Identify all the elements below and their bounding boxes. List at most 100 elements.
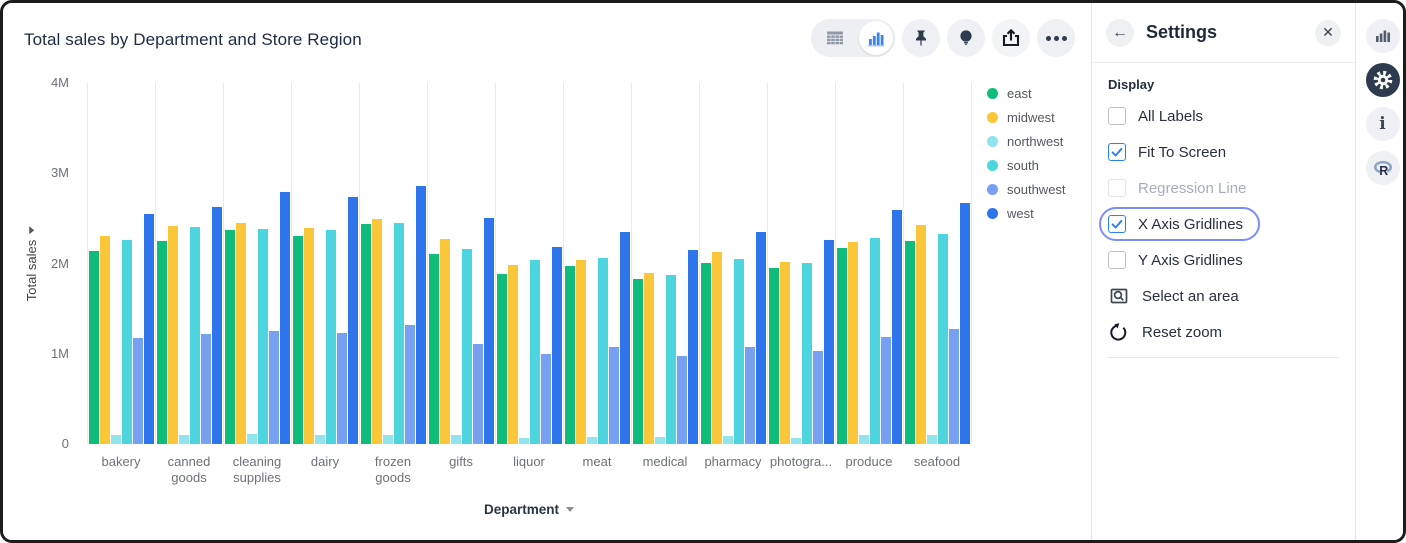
bar-midwest[interactable] (100, 236, 110, 444)
bar-south[interactable] (258, 229, 268, 444)
bar-northwest[interactable] (451, 435, 461, 444)
bar-south[interactable] (394, 223, 404, 444)
bar-midwest[interactable] (916, 225, 926, 444)
bar-southwest[interactable] (133, 338, 143, 444)
bar-midwest[interactable] (780, 262, 790, 444)
bar-west[interactable] (688, 250, 698, 444)
more-options-button[interactable] (1037, 19, 1075, 57)
bar-midwest[interactable] (712, 252, 722, 444)
bar-midwest[interactable] (508, 265, 518, 444)
bar-east[interactable] (225, 230, 235, 444)
bar-midwest[interactable] (304, 228, 314, 444)
legend-item-southwest[interactable]: southwest (987, 177, 1066, 201)
reset-zoom-button[interactable]: Reset zoom (1092, 314, 1355, 350)
bar-east[interactable] (905, 241, 915, 444)
bar-southwest[interactable] (745, 347, 755, 444)
bar-southwest[interactable] (949, 329, 959, 444)
bar-east[interactable] (429, 254, 439, 444)
bar-midwest[interactable] (576, 260, 586, 444)
info-rail-button[interactable]: i (1365, 107, 1400, 141)
close-button[interactable]: ✕ (1315, 19, 1341, 46)
bar-east[interactable] (497, 274, 507, 444)
bar-south[interactable] (190, 227, 200, 444)
bar-southwest[interactable] (337, 333, 347, 444)
bar-southwest[interactable] (269, 331, 279, 444)
chart-view-button[interactable] (859, 21, 893, 55)
bar-south[interactable] (326, 230, 336, 444)
checkbox-fit-to-screen[interactable] (1108, 143, 1126, 161)
bar-east[interactable] (293, 236, 303, 444)
bar-west[interactable] (892, 210, 902, 444)
insights-button[interactable] (947, 19, 985, 57)
bar-south[interactable] (530, 260, 540, 444)
bar-southwest[interactable] (881, 337, 891, 444)
y-axis-title[interactable]: Total sales (17, 83, 47, 444)
bar-west[interactable] (552, 247, 562, 444)
legend-item-east[interactable]: east (987, 81, 1066, 105)
bar-northwest[interactable] (111, 435, 121, 444)
bar-south[interactable] (734, 259, 744, 444)
checkbox-x-axis-gridlines[interactable] (1108, 215, 1126, 233)
bar-west[interactable] (280, 192, 290, 444)
bar-midwest[interactable] (168, 226, 178, 444)
bar-south[interactable] (870, 238, 880, 444)
legend-item-south[interactable]: south (987, 153, 1066, 177)
bar-west[interactable] (620, 232, 630, 444)
export-button[interactable] (992, 19, 1030, 57)
bar-east[interactable] (89, 251, 99, 444)
chart-rail-button[interactable] (1365, 19, 1400, 53)
bar-south[interactable] (462, 249, 472, 444)
back-button[interactable]: ← (1106, 18, 1134, 47)
bar-east[interactable] (837, 248, 847, 444)
bar-east[interactable] (157, 241, 167, 444)
bar-east[interactable] (701, 263, 711, 444)
bar-northwest[interactable] (247, 434, 257, 444)
r-language-rail-button[interactable]: R (1365, 151, 1400, 185)
bar-northwest[interactable] (927, 435, 937, 444)
bar-southwest[interactable] (677, 356, 687, 444)
bar-east[interactable] (361, 224, 371, 444)
bar-midwest[interactable] (848, 242, 858, 444)
bar-northwest[interactable] (655, 437, 665, 444)
bar-midwest[interactable] (372, 219, 382, 444)
bar-west[interactable] (348, 197, 358, 444)
legend-item-west[interactable]: west (987, 201, 1066, 225)
select-an-area-button[interactable]: Select an area (1092, 278, 1355, 314)
bar-northwest[interactable] (179, 435, 189, 444)
settings-gear-button[interactable] (1365, 63, 1400, 97)
bar-west[interactable] (484, 218, 494, 444)
bar-northwest[interactable] (859, 435, 869, 444)
bar-south[interactable] (938, 234, 948, 444)
bar-east[interactable] (565, 266, 575, 444)
bar-west[interactable] (144, 214, 154, 444)
bar-midwest[interactable] (236, 223, 246, 444)
table-view-button[interactable] (811, 19, 859, 57)
bar-east[interactable] (633, 279, 643, 444)
legend-item-northwest[interactable]: northwest (987, 129, 1066, 153)
plot-area[interactable] (87, 83, 972, 444)
bar-midwest[interactable] (644, 273, 654, 444)
bar-west[interactable] (824, 240, 834, 444)
checkbox-all-labels[interactable] (1108, 107, 1126, 125)
checkbox-y-axis-gridlines[interactable] (1108, 251, 1126, 269)
bar-midwest[interactable] (440, 239, 450, 444)
bar-southwest[interactable] (201, 334, 211, 444)
bar-northwest[interactable] (723, 436, 733, 444)
bar-southwest[interactable] (405, 325, 415, 444)
bar-west[interactable] (416, 186, 426, 444)
bar-northwest[interactable] (383, 435, 393, 444)
bar-south[interactable] (598, 258, 608, 444)
bar-northwest[interactable] (519, 438, 529, 444)
pin-button[interactable] (902, 19, 940, 57)
bar-south[interactable] (122, 240, 132, 444)
bar-southwest[interactable] (813, 351, 823, 444)
legend-item-midwest[interactable]: midwest (987, 105, 1066, 129)
bar-west[interactable] (960, 203, 970, 444)
bar-northwest[interactable] (791, 438, 801, 444)
bar-east[interactable] (769, 268, 779, 444)
bar-northwest[interactable] (587, 437, 597, 444)
bar-northwest[interactable] (315, 435, 325, 444)
bar-southwest[interactable] (541, 354, 551, 444)
view-toggle[interactable] (811, 19, 895, 57)
bar-west[interactable] (756, 232, 766, 444)
